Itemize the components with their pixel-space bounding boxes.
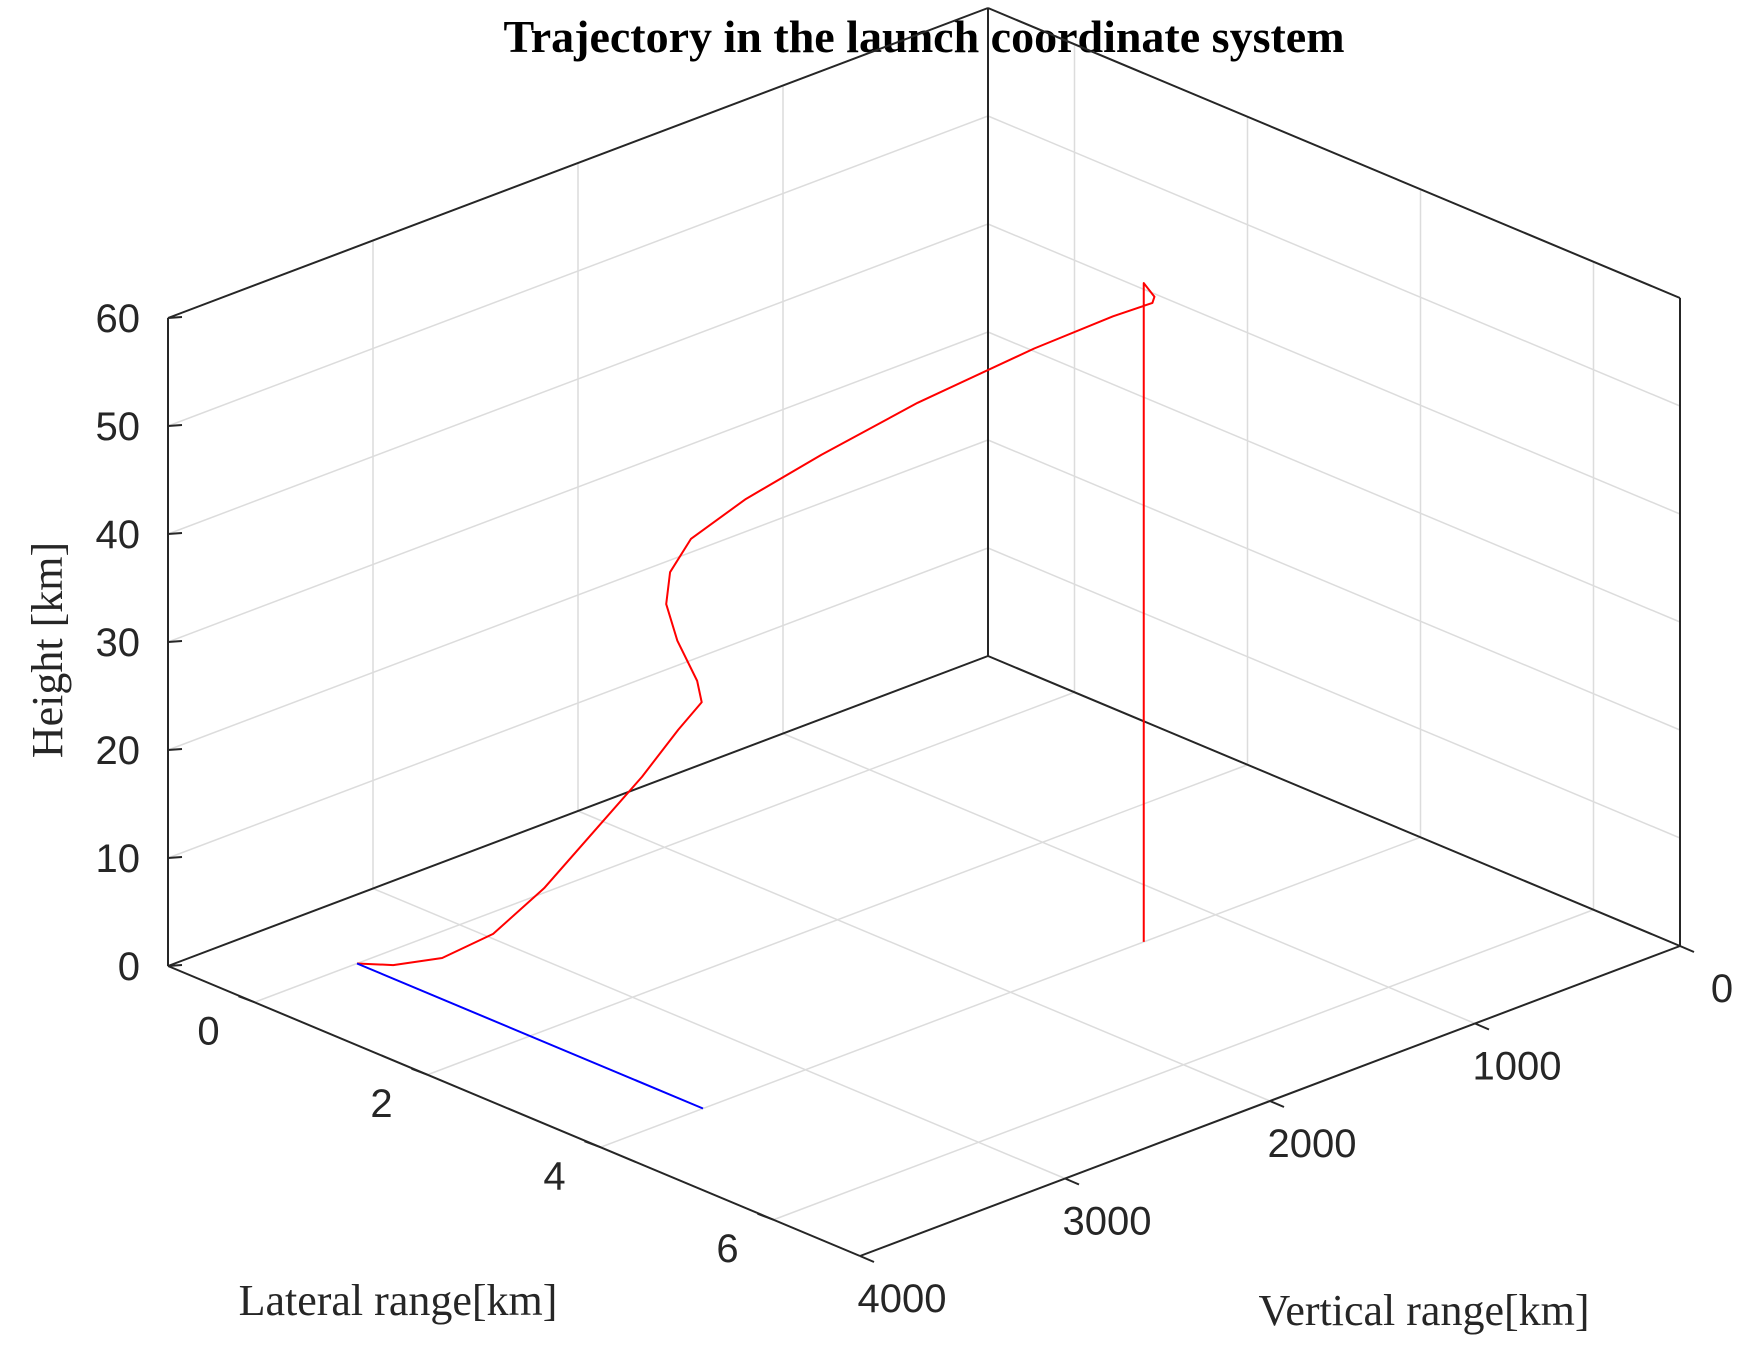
y-tick-mark bbox=[1269, 1100, 1285, 1108]
y-tick-mark bbox=[1679, 945, 1695, 953]
axes-box bbox=[167, 7, 1681, 1257]
axis-edge bbox=[987, 7, 1681, 299]
z-tick-label: 60 bbox=[96, 297, 141, 341]
grid-line bbox=[577, 810, 1271, 1102]
z-axis-label: Height [km] bbox=[23, 542, 72, 758]
z-tick-mark bbox=[167, 424, 183, 427]
y-tick-mark bbox=[1064, 1177, 1080, 1186]
grid-line bbox=[987, 439, 1681, 731]
x-tick-label: 0 bbox=[197, 1009, 219, 1053]
grid-line bbox=[987, 331, 1681, 623]
y-tick-label: 1000 bbox=[1473, 1045, 1562, 1089]
z-tick-label: 30 bbox=[96, 621, 141, 665]
grid-line bbox=[987, 115, 1681, 407]
y-tick-mark bbox=[1474, 1022, 1490, 1031]
grid-line bbox=[167, 439, 989, 751]
z-tick-mark bbox=[167, 532, 183, 535]
z-tick-mark bbox=[167, 640, 183, 643]
axis-edge bbox=[167, 7, 989, 319]
grid-line bbox=[987, 223, 1681, 515]
grid-lines bbox=[167, 7, 1681, 1257]
grid-line bbox=[987, 547, 1681, 839]
axis-edge bbox=[167, 965, 861, 1257]
y-tick-label: 4000 bbox=[858, 1277, 947, 1321]
series-line-0 bbox=[356, 282, 1156, 967]
y-axis-label: Vertical range[km] bbox=[1258, 1286, 1589, 1335]
y-tick-label: 2000 bbox=[1268, 1122, 1357, 1166]
y-tick-label: 3000 bbox=[1063, 1200, 1152, 1244]
grid-line bbox=[167, 115, 989, 427]
z-tick-mark bbox=[167, 964, 183, 967]
x-tick-mark bbox=[238, 995, 255, 1004]
grid-line bbox=[167, 223, 989, 535]
chart-title: Trajectory in the launch coordinate syst… bbox=[503, 11, 1344, 62]
z-tick-label: 20 bbox=[96, 729, 141, 773]
axis-edge bbox=[987, 655, 1681, 947]
z-tick-label: 50 bbox=[96, 405, 141, 449]
grid-line bbox=[782, 732, 1476, 1025]
x-tick-mark bbox=[584, 1140, 601, 1149]
x-tick-mark bbox=[411, 1067, 428, 1076]
z-tick-label: 10 bbox=[96, 837, 141, 881]
z-tick-mark bbox=[167, 748, 183, 751]
grid-line bbox=[167, 331, 989, 643]
z-tick-mark bbox=[167, 856, 183, 859]
series-lines bbox=[356, 282, 1156, 1110]
y-tick-mark bbox=[859, 1255, 875, 1263]
grid-line bbox=[167, 547, 989, 859]
z-tick-label: 0 bbox=[118, 945, 140, 989]
grid-line bbox=[372, 887, 1066, 1180]
x-tick-label: 4 bbox=[543, 1154, 565, 1198]
x-tick-mark bbox=[757, 1212, 774, 1221]
z-tick-label: 40 bbox=[96, 513, 141, 557]
x-axis-label: Lateral range[km] bbox=[239, 1276, 558, 1325]
z-tick-mark bbox=[167, 316, 183, 319]
y-tick-label: 0 bbox=[1711, 967, 1733, 1011]
x-tick-label: 6 bbox=[716, 1227, 738, 1271]
x-tick-label: 2 bbox=[370, 1082, 392, 1126]
axis-edge bbox=[167, 655, 989, 967]
series-line-1 bbox=[356, 962, 704, 1110]
